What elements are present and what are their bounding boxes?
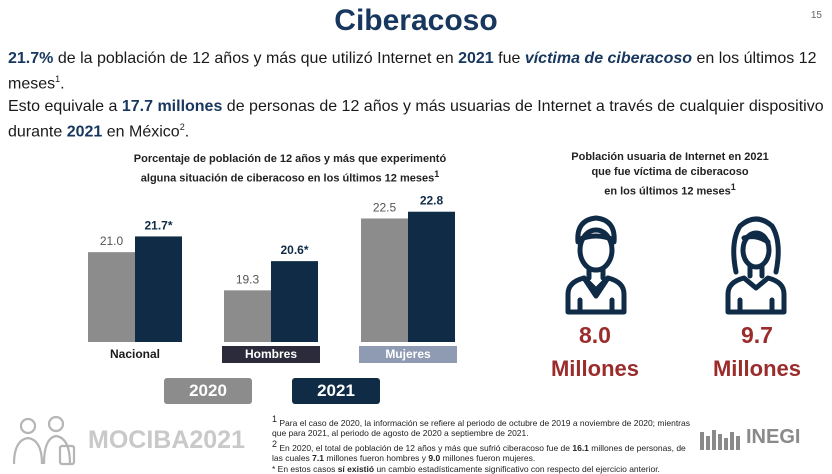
p1-sup: 1: [55, 74, 61, 84]
woman-icon: [725, 216, 787, 315]
bar-nacional-2021: [135, 236, 182, 342]
right-title-line-3-text: en los últimos 12 meses: [604, 185, 731, 198]
mociba-people-logo-icon: [12, 415, 76, 466]
fn2-e: millones fueron hombres y: [324, 453, 429, 464]
legend-item-2020: 2020: [164, 378, 252, 404]
right-title-line-2: que fue víctima de ciberacoso: [591, 166, 749, 178]
chart-title-sup: 1: [434, 169, 440, 179]
p1-year: 2021: [458, 50, 494, 67]
chart-title-line-2-text: alguna situación de ciberacoso en los úl…: [140, 172, 435, 185]
fn3-a: En estos casos: [275, 463, 338, 474]
category-label-mujeres: Mujeres: [359, 346, 457, 363]
footnote-2: 2 En 2020, el total de población de 12 a…: [272, 439, 692, 464]
intro-paragraph-2: Esto equivale a 17.7 millones de persona…: [8, 96, 824, 142]
mociba-logo-text: MOCIBA2021: [88, 426, 245, 454]
fn3-c: un cambio estadísticamente significativo…: [374, 463, 660, 474]
footnote-1-sup: 1: [272, 414, 278, 424]
intro-paragraph-1: 21.7% de la población de 12 años y más q…: [8, 48, 824, 94]
fn3-b: sí existió: [337, 463, 375, 474]
data-label-nacional-2020: 21.0: [100, 234, 124, 248]
fn3-star: *: [272, 463, 276, 474]
right-title-line-3: en los últimos 12 meses1: [540, 180, 800, 200]
data-label-hombres-2020: 19.3: [236, 272, 260, 286]
women-value: 9.7: [741, 322, 773, 348]
footnote-2-sup: 2: [272, 438, 278, 449]
fn2-g: millones fueron mujeres.: [440, 453, 536, 464]
inegi-logo-text: INEGI: [746, 426, 801, 448]
fn2-d: 7.1: [312, 453, 324, 464]
p2-text-2: de personas de 12 años y más usuarias de…: [8, 98, 824, 141]
bar-hombres-2020: [224, 290, 271, 342]
chart-title-line-1: Porcentaje de población de 12 años y más…: [133, 153, 447, 165]
p2-text-3: en México: [102, 123, 180, 141]
p2-text-4: .: [184, 123, 190, 141]
man-icon: [565, 215, 627, 315]
bar-hombres-2021: [271, 261, 318, 342]
right-title-line-1: Población usuaria de Internet en 2021: [571, 151, 769, 163]
p2-text-1: Esto equivale a: [8, 98, 122, 115]
bar-mujeres-2021: [408, 211, 455, 342]
p1-text-1: de la población de 12 años y más que uti…: [53, 50, 459, 67]
fn2-f: 9.0: [428, 453, 441, 464]
p2-year: 2021: [66, 123, 103, 141]
chart-title: Porcentaje de población de 12 años y más…: [60, 152, 520, 187]
fn2-a: En 2020, el total de población de 12 año…: [277, 442, 573, 453]
right-panel-title: Población usuaria de Internet en 2021 qu…: [540, 150, 800, 200]
page-number: 15: [810, 10, 822, 21]
p2-millions: 17.7 millones: [121, 98, 223, 115]
category-label-hombres: Hombres: [222, 346, 320, 363]
p1-text-2: fue: [493, 50, 525, 67]
data-label-hombres-2021: 20.6*: [280, 243, 308, 257]
category-label-nacional: Nacional: [86, 346, 184, 363]
right-title-sup: 1: [730, 182, 736, 192]
women-unit: Millones: [712, 356, 801, 381]
footnote-1-text: Para el caso de 2020, la información se …: [272, 417, 690, 439]
footnote-1: 1 Para el caso de 2020, la información s…: [272, 414, 692, 439]
men-unit: Millones: [550, 356, 639, 381]
data-label-mujeres-2021: 22.8: [420, 194, 444, 208]
page-title: Ciberacoso: [334, 4, 498, 37]
p1-text-4: .: [60, 75, 65, 93]
inegi-logo-icon: [700, 430, 740, 450]
footnotes: 1 Para el caso de 2020, la información s…: [272, 414, 692, 474]
data-label-mujeres-2020: 22.5: [373, 200, 397, 214]
legend-item-2021: 2021: [292, 378, 380, 404]
chart-title-line-2: alguna situación de ciberacoso en los úl…: [60, 167, 520, 187]
fn2-b: 16.1: [572, 442, 589, 453]
p1-emphasis: víctima de ciberacoso: [524, 50, 693, 67]
data-label-nacional-2021: 21.7*: [144, 218, 172, 232]
fn2-c: millones de personas, de las cuales: [272, 442, 686, 464]
p2-sup: 2: [179, 122, 185, 132]
bar-mujeres-2020: [361, 218, 408, 342]
p1-text-3: en los últimos 12 meses: [8, 50, 817, 93]
bar-nacional-2020: [88, 252, 135, 342]
pct-highlight: 21.7%: [8, 50, 54, 67]
footnote-3: * En estos casos sí existió un cambio es…: [272, 464, 692, 474]
men-value: 8.0: [579, 322, 611, 348]
